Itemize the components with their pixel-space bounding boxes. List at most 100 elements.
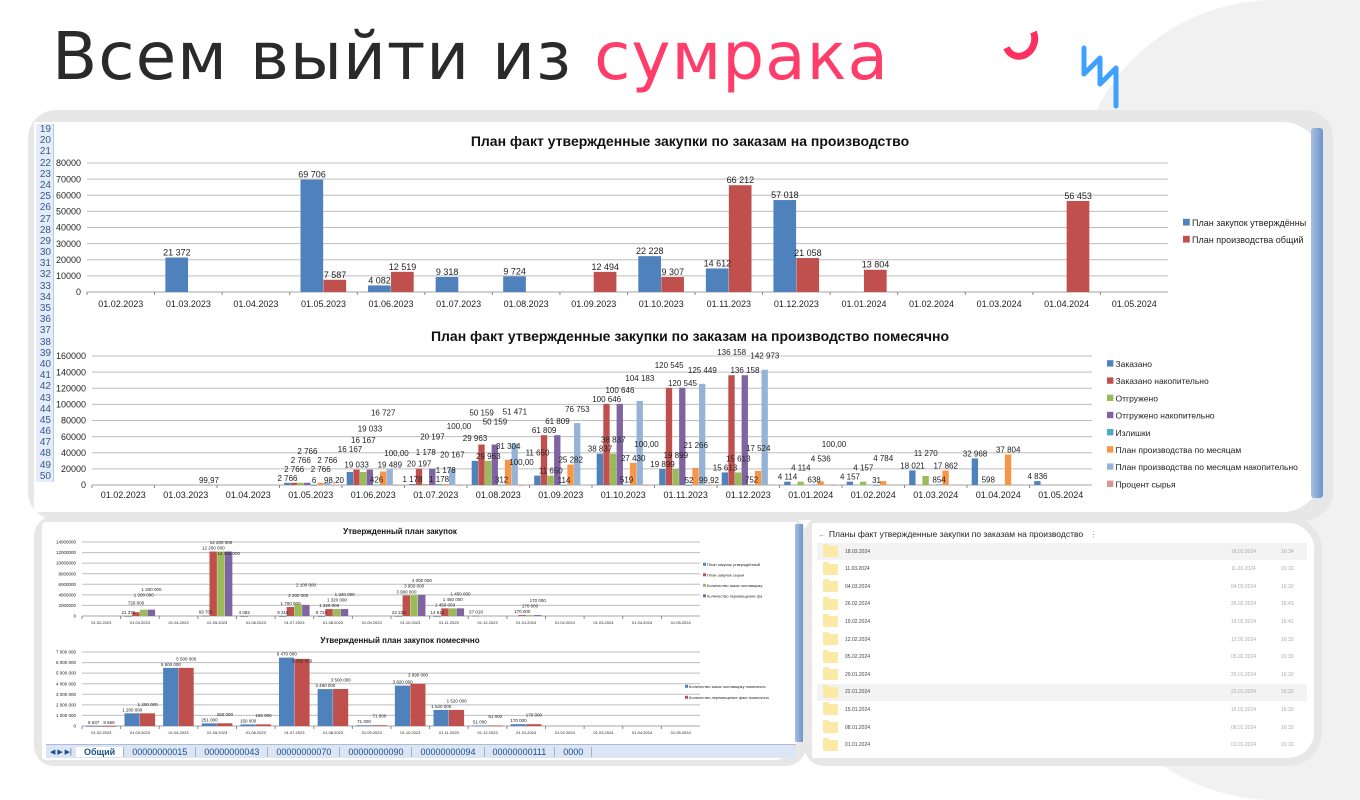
row-number[interactable]: 21 [39,146,51,158]
data-label: 14 612 [704,258,732,268]
file-list-item[interactable]: 12.02.2024 12.02.2024 16:33 [817,631,1307,648]
sheet-tab[interactable]: 00000000015 [124,746,197,757]
modified-time: 16:33 [1281,689,1294,696]
row-number[interactable]: 26 [39,202,51,214]
sheet-tab[interactable]: 0000 [555,746,593,757]
file-list-item[interactable]: 08.01.2024 08.01.2024 16:33 [817,719,1307,736]
x-tick-label: 01.05.2024 [671,730,692,735]
row-number[interactable]: 33 [39,280,51,292]
bar [593,271,617,292]
row-number[interactable]: 23 [39,168,51,180]
file-list-item[interactable]: 05.02.2024 05.02.2024 16:33 [817,649,1307,666]
x-tick-label: 01.10.2023 [400,620,421,625]
modified-date: 04.03.2024 [1231,583,1257,590]
data-label: 1 450 000 [451,591,472,596]
row-number[interactable]: 34 [39,291,51,303]
row-number[interactable]: 25 [39,191,51,203]
x-tick-label: 01.08.2023 [323,730,344,735]
row-number[interactable]: 36 [39,314,51,326]
legend-label: План производства по месяцам накопительн… [1116,462,1299,472]
bar [346,471,354,485]
file-list-item[interactable]: 01.01.2024 01.01.2024 16:32 [817,737,1307,754]
row-number[interactable]: 32 [39,269,51,281]
row-number[interactable]: 47 [39,437,51,449]
file-list-item[interactable]: 15.01.2024 15.01.2024 16:33 [817,701,1307,718]
folder-icon [823,720,838,733]
row-number[interactable]: 46 [39,426,51,438]
modified-time: 16:32 [1281,742,1294,749]
bar [217,723,233,726]
folder-name: 18.03.2024 [845,548,871,555]
bar [1034,481,1041,485]
file-list-item[interactable]: 18.03.2024 18.03.2024 16:34 [817,543,1307,560]
row-number[interactable]: 39 [39,347,51,359]
vertical-scrollbar[interactable] [1311,128,1323,498]
row-number[interactable]: 41 [39,370,51,382]
sheet-tab[interactable]: 00000000090 [340,746,413,757]
row-number[interactable]: 48 [39,448,51,460]
row-number[interactable]: 37 [39,325,51,337]
row-number[interactable]: 29 [39,235,51,247]
data-label: 99,97 [199,476,220,485]
data-label: 16 167 [351,436,376,445]
data-label: 2 766 [297,447,318,456]
row-number[interactable]: 45 [39,414,51,426]
bar [784,481,791,485]
sheet-tab[interactable]: 00000000070 [268,746,341,757]
row-number[interactable]: 20 [39,135,51,147]
data-label: 2 766 [291,456,312,465]
sheet-tab[interactable]: 00000000111 [485,746,556,757]
legend-swatch [1107,394,1114,401]
data-label: 120 545 [668,379,697,388]
data-label: 51 471 [503,408,528,417]
sheet-nav-arrows-icon[interactable]: ◀ ▶ ▶| [50,748,72,756]
row-number[interactable]: 42 [39,381,51,393]
x-tick-label: 01.04.2024 [1044,299,1089,309]
back-arrow-icon[interactable]: ← [818,529,829,539]
sheet-tab[interactable]: 00000000094 [412,746,485,757]
data-label: 29 963 [476,452,501,461]
bar [846,481,854,485]
file-list-item[interactable]: 29.01.2024 29.01.2024 16:33 [817,666,1307,683]
data-label: 2 766 [311,465,332,474]
file-list-item[interactable]: 22.01.2024 22.01.2024 16:33 [817,683,1307,701]
row-number[interactable]: 35 [39,303,51,314]
sheet-tab[interactable]: Общий [76,746,125,757]
legend-label: Отгружено накопительно [1116,411,1215,421]
bar [300,179,324,292]
row-number[interactable]: 50 [39,470,51,482]
row-number[interactable]: 24 [39,179,51,191]
row-number[interactable]: 38 [39,336,51,348]
bar [472,615,480,617]
modified-date: 19.02.2024 [1231,618,1257,625]
x-tick-label: 01.04.2023 [233,299,278,309]
row-number[interactable]: 43 [39,392,51,404]
kebab-menu-icon[interactable]: ⋮ [1089,529,1098,539]
row-number[interactable]: 30 [39,247,51,259]
x-tick-label: 01.07.2023 [436,299,481,309]
row-number[interactable]: 27 [39,213,51,225]
row-number[interactable]: 40 [39,358,51,370]
row-number[interactable]: 44 [39,403,51,415]
row-number[interactable]: 28 [39,224,51,236]
chart-title: План факт утвержденные закупки по заказа… [471,133,909,149]
file-list-item[interactable]: 26.02.2024 26.02.2024 16:43 [817,596,1307,613]
file-list-item[interactable]: 19.02.2024 19.02.2024 16:41 [817,613,1307,630]
data-label: 3 990 000 [408,672,429,677]
row-number[interactable]: 22 [39,157,51,169]
vertical-scrollbar-bottom[interactable] [795,524,803,742]
file-list-item[interactable]: 04.03.2024 04.03.2024 16:33 [817,578,1307,595]
data-label: 142 973 [750,352,779,361]
bar [754,470,762,485]
x-tick-label: 01.02.2023 [101,490,146,500]
x-tick-label: 01.02.2024 [555,620,576,625]
file-list-item[interactable]: 11.03.2024 11.03.2024 16:32 [817,561,1307,578]
row-number[interactable]: 49 [39,459,51,471]
x-tick-label: 01.02.2023 [91,730,112,735]
row-number[interactable]: 31 [39,258,51,270]
data-label: 100 646 [605,386,634,395]
title-main-text: Всем выйти из [52,18,595,95]
data-label: 9 724 [316,610,328,615]
sheet-tab[interactable]: 00000000043 [196,746,269,757]
row-number[interactable]: 19 [39,124,51,135]
